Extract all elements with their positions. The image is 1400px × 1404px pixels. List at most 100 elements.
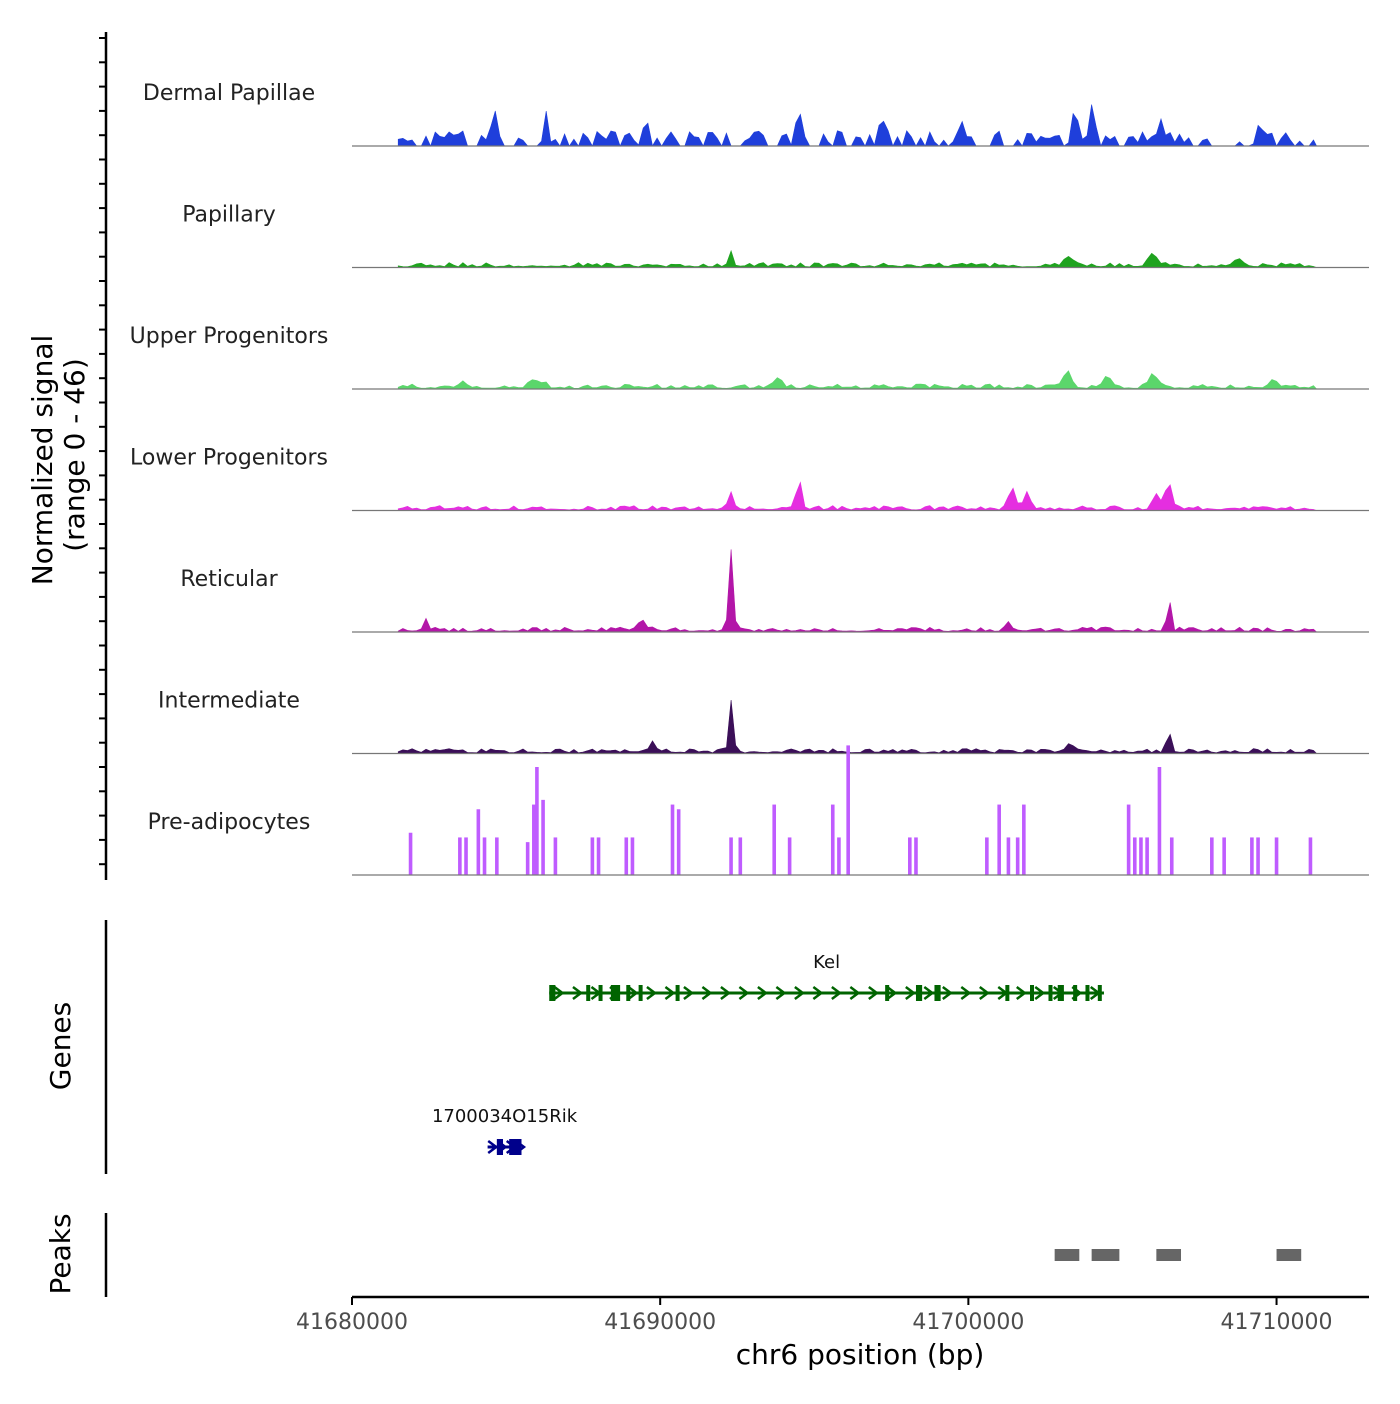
- signal-spike: [532, 804, 536, 875]
- signal-spike: [830, 804, 835, 875]
- signal-spike: [541, 799, 545, 875]
- track-papillary: Papillary: [182, 203, 1369, 269]
- exon: [586, 985, 591, 1001]
- gene-1700034o15rik: 1700034O15Rik: [432, 1106, 578, 1155]
- exon: [675, 985, 680, 1001]
- x-tick-label: 41680000: [296, 1310, 408, 1335]
- strand-arrow: [1034, 986, 1046, 1000]
- strand-arrow: [794, 986, 805, 1000]
- exon: [496, 1139, 504, 1155]
- exon: [598, 985, 603, 1001]
- peak: [1054, 1249, 1080, 1261]
- signal-spike: [596, 837, 601, 875]
- signal-spike: [1015, 837, 1020, 875]
- exon: [549, 985, 556, 1001]
- signal-spike: [482, 837, 487, 875]
- x-axis-title: chr6 position (bp): [736, 1338, 985, 1371]
- strand-arrow: [942, 986, 953, 1000]
- strand-arrow: [849, 986, 861, 1000]
- signal-spike: [1139, 837, 1143, 875]
- strand-arrow: [831, 986, 842, 1000]
- exon: [1048, 985, 1053, 1001]
- strand-arrow: [960, 986, 972, 1000]
- signal-spike: [908, 837, 912, 875]
- signal-spike: [772, 804, 777, 875]
- strand-arrow: [812, 986, 824, 1000]
- signal-spike: [464, 837, 468, 875]
- strand-arrow: [905, 986, 916, 1000]
- track-label: Papillary: [182, 203, 276, 228]
- signal-spike: [1157, 767, 1162, 875]
- signal-area: [397, 549, 1318, 633]
- strand-arrow: [572, 986, 584, 1000]
- signal-spike: [729, 837, 733, 875]
- strand-arrow: [979, 986, 990, 1000]
- track-intermediate: Intermediate: [158, 689, 1369, 755]
- signal-spike: [1022, 804, 1026, 875]
- signal-spike: [458, 837, 462, 875]
- track-upper-progenitors: Upper Progenitors: [130, 324, 1369, 390]
- strand-arrow: [757, 986, 768, 1000]
- genes-panel: Kel 1700034O15Rik: [104, 920, 1104, 1174]
- x-tick-label: 41690000: [604, 1310, 716, 1335]
- peak: [1276, 1249, 1302, 1261]
- strand-arrow: [1016, 986, 1027, 1000]
- strand-arrow: [487, 1140, 499, 1154]
- signal-area: [397, 481, 1317, 511]
- signal-spike: [914, 837, 918, 875]
- exon: [610, 985, 621, 1001]
- signal-spike: [997, 804, 1001, 875]
- exon: [915, 985, 923, 1001]
- signal-spike: [630, 837, 635, 875]
- exon: [1005, 985, 1010, 1001]
- signal-spike: [553, 837, 558, 875]
- signal-tracks: Dermal Papillae Papillary Upper Progenitor…: [130, 81, 1369, 876]
- track-label: Lower Progenitors: [130, 446, 328, 471]
- track-label: Upper Progenitors: [130, 324, 329, 349]
- strand-arrow: [701, 986, 713, 1000]
- signal-spike: [476, 809, 481, 875]
- strand-arrow: [553, 986, 565, 1000]
- peak: [1091, 1249, 1120, 1261]
- gene-label: 1700034O15Rik: [432, 1106, 578, 1127]
- exon: [1097, 985, 1102, 1001]
- signal-area: [397, 699, 1318, 754]
- signal-spike: [1222, 837, 1226, 875]
- exon: [1057, 985, 1064, 1001]
- signal-area: [397, 249, 1317, 268]
- signal-area: [397, 104, 1318, 147]
- signal-spike: [408, 832, 413, 875]
- exon: [1085, 985, 1090, 1001]
- x-tick-label: 41710000: [1221, 1310, 1333, 1335]
- gene-kel: Kel: [549, 952, 1104, 1001]
- signal-spike: [1169, 837, 1174, 875]
- signal-spike: [738, 837, 743, 875]
- peaks-panel: [104, 1213, 1302, 1297]
- peaks-panel-label: Peaks: [44, 1213, 77, 1294]
- exon: [1030, 985, 1034, 1001]
- peak: [1156, 1249, 1182, 1261]
- exon: [885, 985, 890, 1001]
- signal-spike: [670, 804, 675, 875]
- signal-spike: [787, 837, 792, 875]
- track-label: Intermediate: [158, 689, 300, 714]
- signal-spike: [676, 809, 681, 875]
- signal-spike: [624, 837, 629, 875]
- strand-arrow: [923, 986, 935, 1000]
- signal-spike: [1308, 837, 1313, 875]
- y-axis-label: Normalized signal: [26, 335, 59, 586]
- strand-arrow: [775, 986, 787, 1000]
- strand-arrow: [720, 986, 731, 1000]
- strand-arrow: [664, 986, 676, 1000]
- x-axis: 41680000 41690000 41700000 41710000: [296, 1295, 1369, 1335]
- signal-spike: [1132, 837, 1137, 875]
- genes-panel-label: Genes: [44, 1002, 77, 1090]
- signal-spike: [1126, 804, 1131, 875]
- strand-arrow: [886, 986, 898, 1000]
- signal-spike: [495, 837, 499, 875]
- signal-axis: [99, 32, 108, 880]
- track-label: Pre-adipocytes: [148, 810, 311, 835]
- signal-spike: [837, 837, 841, 875]
